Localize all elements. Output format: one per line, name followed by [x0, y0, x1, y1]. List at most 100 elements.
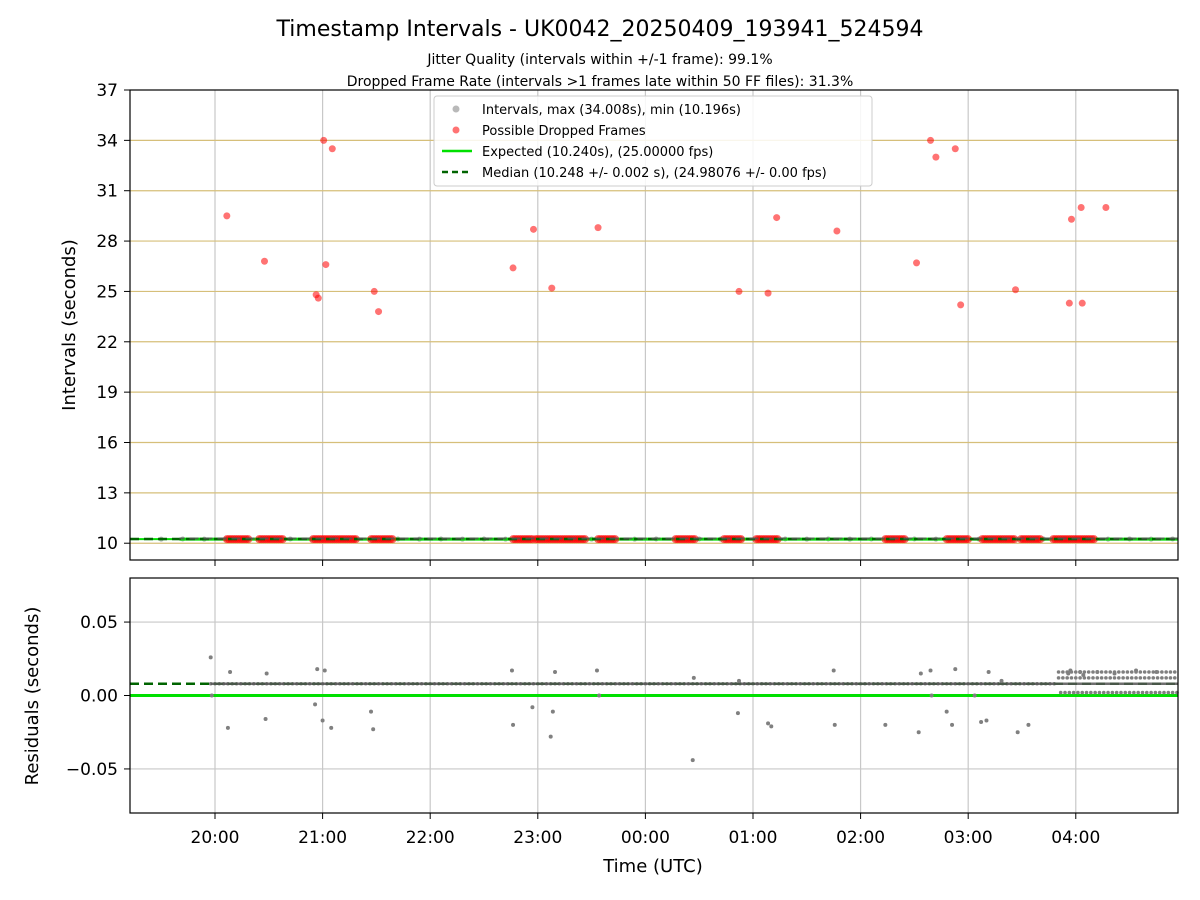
- residual-band-point-low: [1162, 690, 1166, 695]
- residual-point: [263, 717, 268, 721]
- residual-band-point: [1129, 676, 1134, 680]
- residual-point: [1134, 668, 1139, 673]
- residual-band-point-low: [1097, 690, 1102, 695]
- residual-band-point: [1086, 676, 1091, 680]
- residual-band-point: [1091, 676, 1095, 680]
- x-tick-label: 02:00: [836, 828, 885, 848]
- residual-point: [883, 722, 888, 727]
- x-tick-label: 22:00: [406, 828, 455, 848]
- residual-point: [769, 724, 774, 729]
- dropped-frame-point: [833, 227, 841, 235]
- residual-band-point-low: [1101, 690, 1106, 695]
- residual-band-point-high: [1056, 670, 1061, 674]
- residual-point: [766, 721, 771, 726]
- dropped-frame-point: [951, 145, 959, 153]
- residual-band-point-high: [1104, 670, 1108, 674]
- residual-band-point-high: [1086, 670, 1091, 674]
- residual-band-point-high: [1142, 670, 1147, 674]
- residual-band-point: [1099, 676, 1104, 680]
- residual-band-point-low: [1140, 690, 1145, 695]
- residual-point: [984, 718, 989, 723]
- residual-band-point-low: [1084, 690, 1089, 695]
- x-tick-label: 21:00: [298, 828, 347, 848]
- residual-band-point-low: [1080, 690, 1085, 695]
- dropped-frame-point: [320, 136, 328, 144]
- residual-point: [594, 668, 599, 673]
- residual-band-point: [1125, 676, 1130, 680]
- residual-band-point-high: [1172, 670, 1177, 674]
- legend: Intervals, max (34.008s), min (10.196s) P…: [433, 95, 873, 187]
- top-y-tick-label: 16: [96, 434, 118, 454]
- residual-point: [918, 671, 923, 676]
- residual-band-point: [1056, 676, 1061, 680]
- residual-point: [916, 730, 921, 735]
- residual-point: [369, 709, 374, 714]
- residual-point: [953, 667, 958, 672]
- residual-point: [228, 670, 233, 674]
- residual-point: [832, 722, 837, 727]
- x-tick-label: 01:00: [728, 828, 777, 848]
- residual-point: [1068, 668, 1073, 673]
- residual-band-point: [1082, 676, 1087, 680]
- dropped-frame-point: [932, 153, 940, 161]
- residual-band-point-high: [1108, 670, 1113, 674]
- dropped-frame-point: [1012, 286, 1020, 294]
- residual-point: [548, 734, 553, 739]
- dropped-frame-point: [764, 289, 772, 297]
- residual-band-point: [1134, 676, 1138, 680]
- residual-band-point-high: [1125, 670, 1130, 674]
- top-y-tick-label: 10: [96, 534, 118, 554]
- residual-band-point-high: [1138, 670, 1143, 674]
- residual-band-point-high: [1091, 670, 1095, 674]
- residual-point: [1095, 670, 1100, 674]
- top-y-tick-label: 28: [96, 232, 118, 252]
- residual-point: [999, 678, 1004, 683]
- residual-band-point-low: [1153, 690, 1158, 695]
- residual-band-point-low: [1093, 690, 1097, 695]
- residual-band-point-low: [1110, 690, 1115, 695]
- top-y-tick-label: 19: [96, 383, 118, 403]
- dropped-frame-point: [735, 287, 743, 295]
- dropped-frame-point: [509, 264, 517, 272]
- legend-marker: [452, 105, 460, 113]
- residual-band-point-low: [1071, 690, 1076, 695]
- top-y-tick-label: 13: [96, 484, 118, 504]
- residual-point: [315, 667, 320, 672]
- residual-point: [1066, 671, 1071, 676]
- residual-band-point-low: [1170, 690, 1175, 695]
- residual-point: [313, 702, 318, 707]
- dropped-frame-point: [957, 301, 965, 309]
- x-axis-label: Time (UTC): [602, 856, 703, 877]
- bottom-panel-frame: [129, 577, 1179, 814]
- residual-band-point-low: [1157, 690, 1162, 695]
- dropped-frame-point: [594, 224, 602, 232]
- residual-point: [597, 693, 602, 698]
- residual-band-point-low: [1089, 690, 1093, 695]
- dropped-frame-point: [773, 214, 781, 222]
- residual-band-point-high: [1147, 670, 1151, 674]
- x-tick-label: 20:00: [191, 828, 240, 848]
- residual-point: [735, 711, 740, 716]
- legend-entry-label: Intervals, max (34.008s), min (10.196s): [482, 103, 741, 118]
- bottom-y-tick-label: 0.05: [80, 613, 118, 633]
- legend-entry-label: Median (10.248 +/- 0.002 s), (24.98076 +…: [482, 166, 827, 181]
- residual-point: [691, 675, 696, 680]
- dropped-frame-point: [260, 257, 268, 265]
- residual-band-point: [1117, 676, 1121, 680]
- residual-point: [690, 758, 695, 763]
- dropped-frame-point: [1102, 204, 1110, 211]
- dropped-frame-point: [328, 145, 336, 153]
- top-y-tick-label: 34: [96, 131, 118, 151]
- residual-point: [737, 678, 742, 683]
- top-panel-frame: [129, 89, 1179, 561]
- residual-point: [511, 722, 516, 727]
- residual-point: [1026, 722, 1031, 727]
- residual-band-point-low: [1166, 690, 1171, 695]
- dropped-frame-point: [370, 287, 378, 295]
- residual-band-point: [1147, 676, 1151, 680]
- residual-point: [929, 693, 934, 698]
- residual-band-point: [1078, 676, 1082, 680]
- residual-band-point-low: [1106, 690, 1110, 695]
- residual-point: [264, 671, 269, 676]
